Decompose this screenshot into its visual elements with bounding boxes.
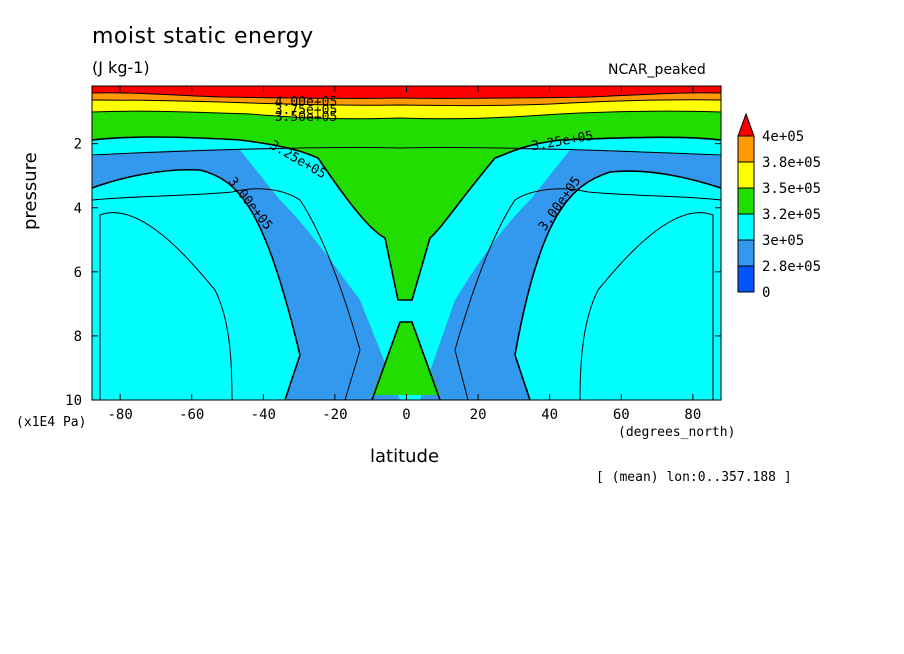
x-axis-label: latitude	[370, 446, 440, 467]
colorbar-swatch	[737, 135, 755, 163]
colorbar-label: 3.8e+05	[762, 155, 821, 171]
y-tick-label: 8	[74, 329, 82, 345]
region-red	[92, 86, 721, 99]
y-tick-label: 2	[74, 137, 82, 153]
colorbar-label: 2.8e+05	[762, 259, 821, 275]
contour-fill-layer	[92, 86, 721, 400]
y-axis-unit: (x1E4 Pa)	[16, 415, 87, 430]
colorbar-label: 4e+05	[762, 129, 804, 145]
chart-units: (J kg-1)	[92, 58, 150, 77]
x-tick-label: -60	[179, 407, 204, 423]
contour-label: 3.50e+05	[275, 110, 338, 125]
colorbar-swatch	[737, 265, 755, 293]
colorbar-triangle	[737, 112, 755, 137]
y-tick-label: 4	[74, 201, 82, 217]
x-tick-label: -80	[107, 407, 132, 423]
y-tick-label: 10	[65, 393, 82, 409]
colorbar-swatch	[737, 239, 755, 267]
contour-lines	[92, 92, 721, 400]
x-tick-label: 60	[613, 407, 630, 423]
colorbar-label: 3e+05	[762, 233, 804, 249]
colorbar-swatch	[737, 213, 755, 241]
y-tick-label: 6	[74, 265, 82, 281]
x-tick-label: -20	[322, 407, 347, 423]
axes: -80 -60 -40 -20 0 20 40 60 80 2 4 6 8 10	[65, 86, 721, 423]
x-tick-label: -40	[251, 407, 276, 423]
colorbar-swatch	[737, 187, 755, 215]
averaging-note: [ (mean) lon:0..357.188 ]	[596, 470, 792, 485]
x-tick-label: 0	[402, 407, 410, 423]
contour-label: 3.75e+05	[275, 103, 338, 118]
colorbar-label: 0	[762, 285, 770, 301]
x-tick-label: 40	[541, 407, 558, 423]
case-label: NCAR_peaked	[608, 62, 706, 78]
x-tick-label: 80	[684, 407, 701, 423]
x-axis-unit: (degrees_north)	[618, 425, 736, 440]
contour-label: 4.00e+05	[275, 95, 338, 110]
colorbar-label: 3.5e+05	[762, 181, 821, 197]
region-green	[92, 86, 721, 395]
colorbar-label: 3.2e+05	[762, 207, 821, 223]
colorbar-swatch	[737, 161, 755, 189]
x-tick-label: 20	[470, 407, 487, 423]
colorbar: 4e+05 3.8e+05 3.5e+05 3.2e+05 3e+05 2.8e+05 0	[737, 112, 821, 301]
chart-title: moist static energy	[92, 24, 314, 49]
